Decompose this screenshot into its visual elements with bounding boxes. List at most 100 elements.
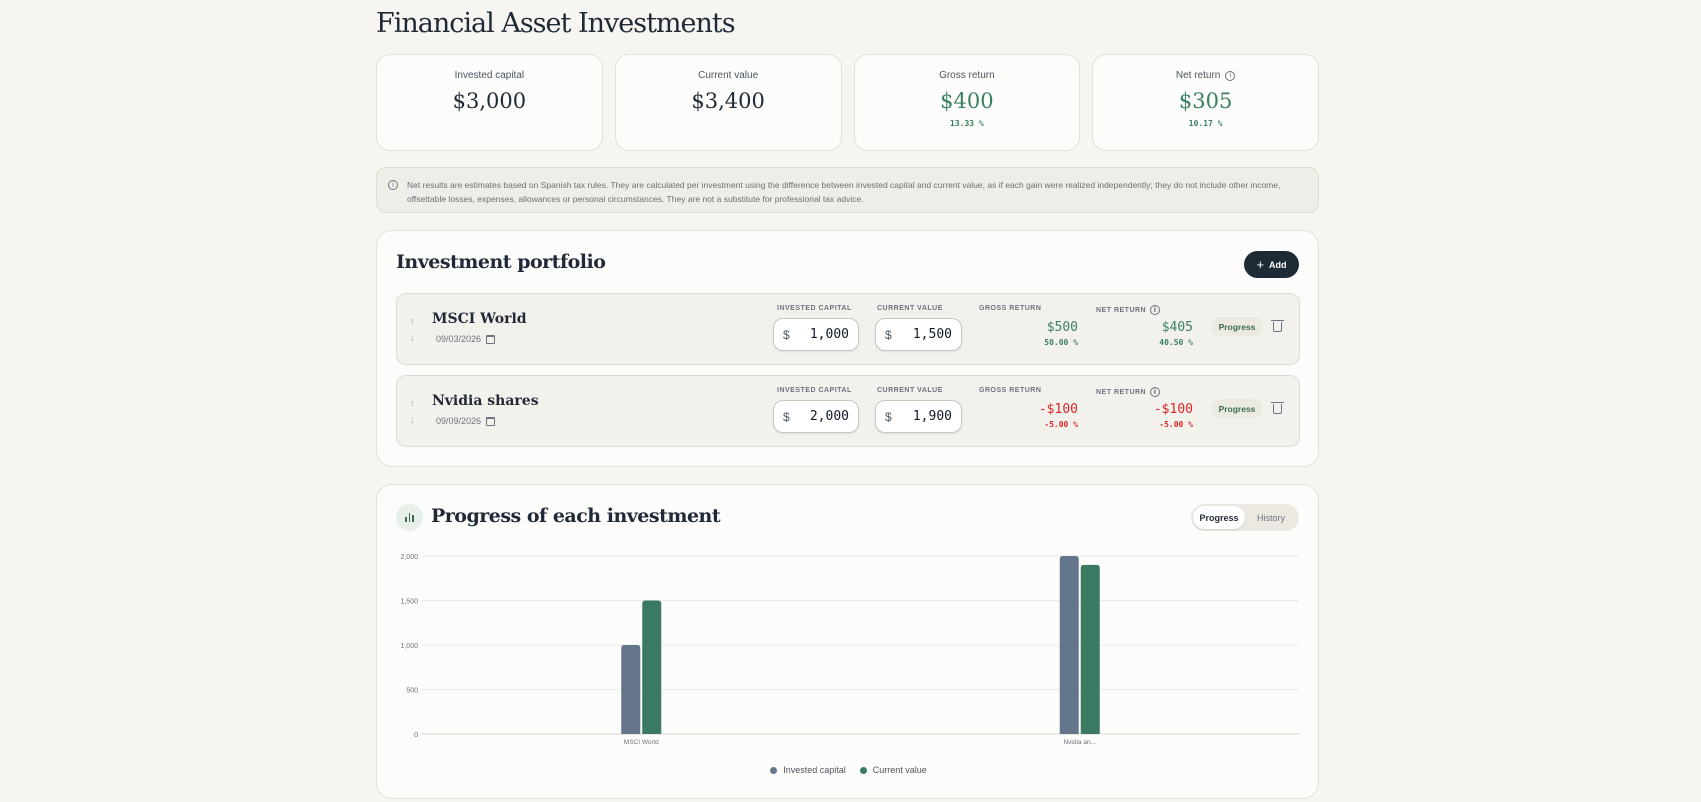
summary-cards: Invested capital $3,000 Current value $3…	[376, 54, 1319, 151]
gross-label: GROSS RETURN	[979, 387, 1042, 394]
bar	[642, 600, 662, 734]
investment-date[interactable]: 09/09/2026	[436, 416, 496, 426]
progress-title: Progress of each investment	[431, 505, 721, 527]
investment-row: ↑ ↓ Nvidia shares 09/09/2026 INVESTED CA…	[396, 375, 1300, 447]
net-return-amount: -$100	[1153, 402, 1193, 417]
net-return-percent: -5.00 %	[1159, 420, 1193, 429]
plus-icon: +	[1256, 257, 1265, 272]
legend-swatch	[859, 766, 867, 774]
card-label: Gross return	[939, 70, 995, 81]
add-investment-button[interactable]: + Add	[1244, 251, 1299, 278]
tab-progress[interactable]: Progress	[1193, 506, 1245, 529]
info-icon: i	[388, 180, 398, 190]
progress-bar-chart: 0 500 1,000 1,500 2,000 MSCI World Nvidia an..…	[400, 554, 1299, 746]
bar-chart-icon	[396, 504, 423, 531]
move-down-icon[interactable]: ↓	[410, 333, 415, 343]
card-value: $305	[1178, 89, 1233, 113]
current-label: CURRENT VALUE	[877, 305, 943, 312]
progress-button[interactable]: Progress	[1211, 399, 1263, 418]
card-label: Current value	[698, 70, 759, 81]
input-value[interactable]: 1,500	[912, 327, 952, 342]
reorder-controls: ↑ ↓	[410, 395, 420, 429]
legend-item: Current value	[859, 765, 927, 775]
gross-return-percent: 50.00 %	[1044, 338, 1078, 347]
invested-label: INVESTED CAPITAL	[777, 305, 852, 312]
y-tick-label: 0	[414, 732, 418, 739]
currency-symbol: $	[885, 327, 892, 342]
tab-history[interactable]: History	[1256, 512, 1285, 523]
move-up-icon[interactable]: ↑	[410, 316, 415, 326]
tax-notice: i Net results are estimates based on Spa…	[376, 167, 1319, 213]
gross-return-amount: $500	[1046, 320, 1078, 335]
legend-label: Current value	[872, 765, 927, 775]
info-icon[interactable]: i	[1150, 305, 1161, 315]
gross-return-percent: -5.00 %	[1044, 420, 1078, 429]
current-value-input[interactable]: $ 1,900	[875, 400, 962, 433]
info-icon[interactable]: i	[1150, 387, 1161, 397]
net-label: NET RETURN	[1096, 306, 1147, 314]
date-text: 09/03/2026	[436, 334, 482, 344]
current-value-input[interactable]: $ 1,500	[875, 318, 962, 351]
date-text: 09/09/2026	[436, 416, 482, 426]
progress-panel: Progress of each investment Progress His…	[376, 484, 1319, 799]
chart-legend: Invested capital Current value	[377, 765, 1320, 775]
summary-card-current: Current value $3,400	[614, 54, 842, 151]
current-label: CURRENT VALUE	[877, 387, 943, 394]
portfolio-panel: Investment portfolio + Add ↑ ↓ MSCI Worl…	[376, 230, 1319, 467]
legend-label: Invested capital	[783, 765, 846, 775]
card-value: $3,000	[452, 89, 527, 113]
card-percent: 10.17 %	[1188, 119, 1223, 128]
add-label: Add	[1269, 259, 1287, 270]
y-tick-label: 2,000	[400, 554, 418, 561]
info-icon[interactable]: i	[1225, 70, 1236, 81]
move-down-icon[interactable]: ↓	[410, 415, 415, 425]
input-value[interactable]: 1,000	[809, 327, 849, 342]
net-return-percent: 40.50 %	[1159, 338, 1193, 347]
view-toggle: Progress History	[1191, 504, 1299, 531]
move-up-icon[interactable]: ↑	[410, 398, 415, 408]
net-label: NET RETURN	[1096, 388, 1147, 396]
invested-capital-input[interactable]: $ 1,000	[773, 318, 859, 351]
y-tick-label: 500	[406, 688, 418, 695]
bar	[621, 645, 641, 734]
reorder-controls: ↑ ↓	[410, 313, 420, 347]
bar	[1059, 556, 1079, 734]
summary-card-net: Net return i $305 10.17 %	[1092, 54, 1319, 151]
calendar-icon[interactable]	[486, 416, 496, 426]
net-label-group: NET RETURN i	[1096, 305, 1161, 315]
gross-return: -$100 -5.00 %	[1039, 402, 1078, 429]
trash-icon[interactable]	[1271, 320, 1284, 332]
trash-icon[interactable]	[1271, 402, 1284, 414]
gross-label: GROSS RETURN	[979, 305, 1042, 312]
input-value[interactable]: 1,900	[912, 409, 952, 424]
card-value: $3,400	[691, 89, 765, 113]
summary-card-invested: Invested capital $3,000	[376, 54, 603, 151]
gross-return-amount: -$100	[1038, 402, 1078, 417]
gross-return: $500 50.00 %	[1044, 320, 1078, 347]
net-return-amount: $405	[1161, 320, 1193, 335]
net-return: -$100 -5.00 %	[1154, 402, 1193, 429]
x-tick-label: Nvidia an...	[1063, 739, 1096, 746]
x-tick-label: MSCI World	[624, 739, 659, 746]
investment-name[interactable]: Nvidia shares	[432, 393, 539, 409]
card-label: Net return	[1175, 70, 1221, 81]
currency-symbol: $	[885, 409, 892, 424]
y-tick-label: 1,000	[400, 643, 418, 650]
page-title: Financial Asset Investments	[376, 8, 736, 39]
investment-name[interactable]: MSCI World	[432, 311, 527, 327]
progress-button[interactable]: Progress	[1211, 317, 1263, 336]
invested-capital-input[interactable]: $ 2,000	[773, 400, 859, 433]
investment-date[interactable]: 09/03/2026	[436, 334, 496, 344]
net-label-group: NET RETURN i	[1096, 387, 1161, 397]
calendar-icon[interactable]	[486, 334, 496, 344]
currency-symbol: $	[783, 327, 790, 342]
legend-swatch	[770, 766, 778, 774]
y-tick-label: 1,500	[400, 599, 418, 606]
card-label: Invested capital	[454, 70, 525, 81]
card-percent: 13.33 %	[950, 119, 984, 128]
currency-symbol: $	[783, 409, 790, 424]
notice-text: Net results are estimates based on Spani…	[407, 180, 1281, 204]
input-value[interactable]: 2,000	[809, 409, 849, 424]
summary-card-gross: Gross return $400 13.33 %	[853, 54, 1081, 151]
invested-label: INVESTED CAPITAL	[777, 387, 852, 394]
